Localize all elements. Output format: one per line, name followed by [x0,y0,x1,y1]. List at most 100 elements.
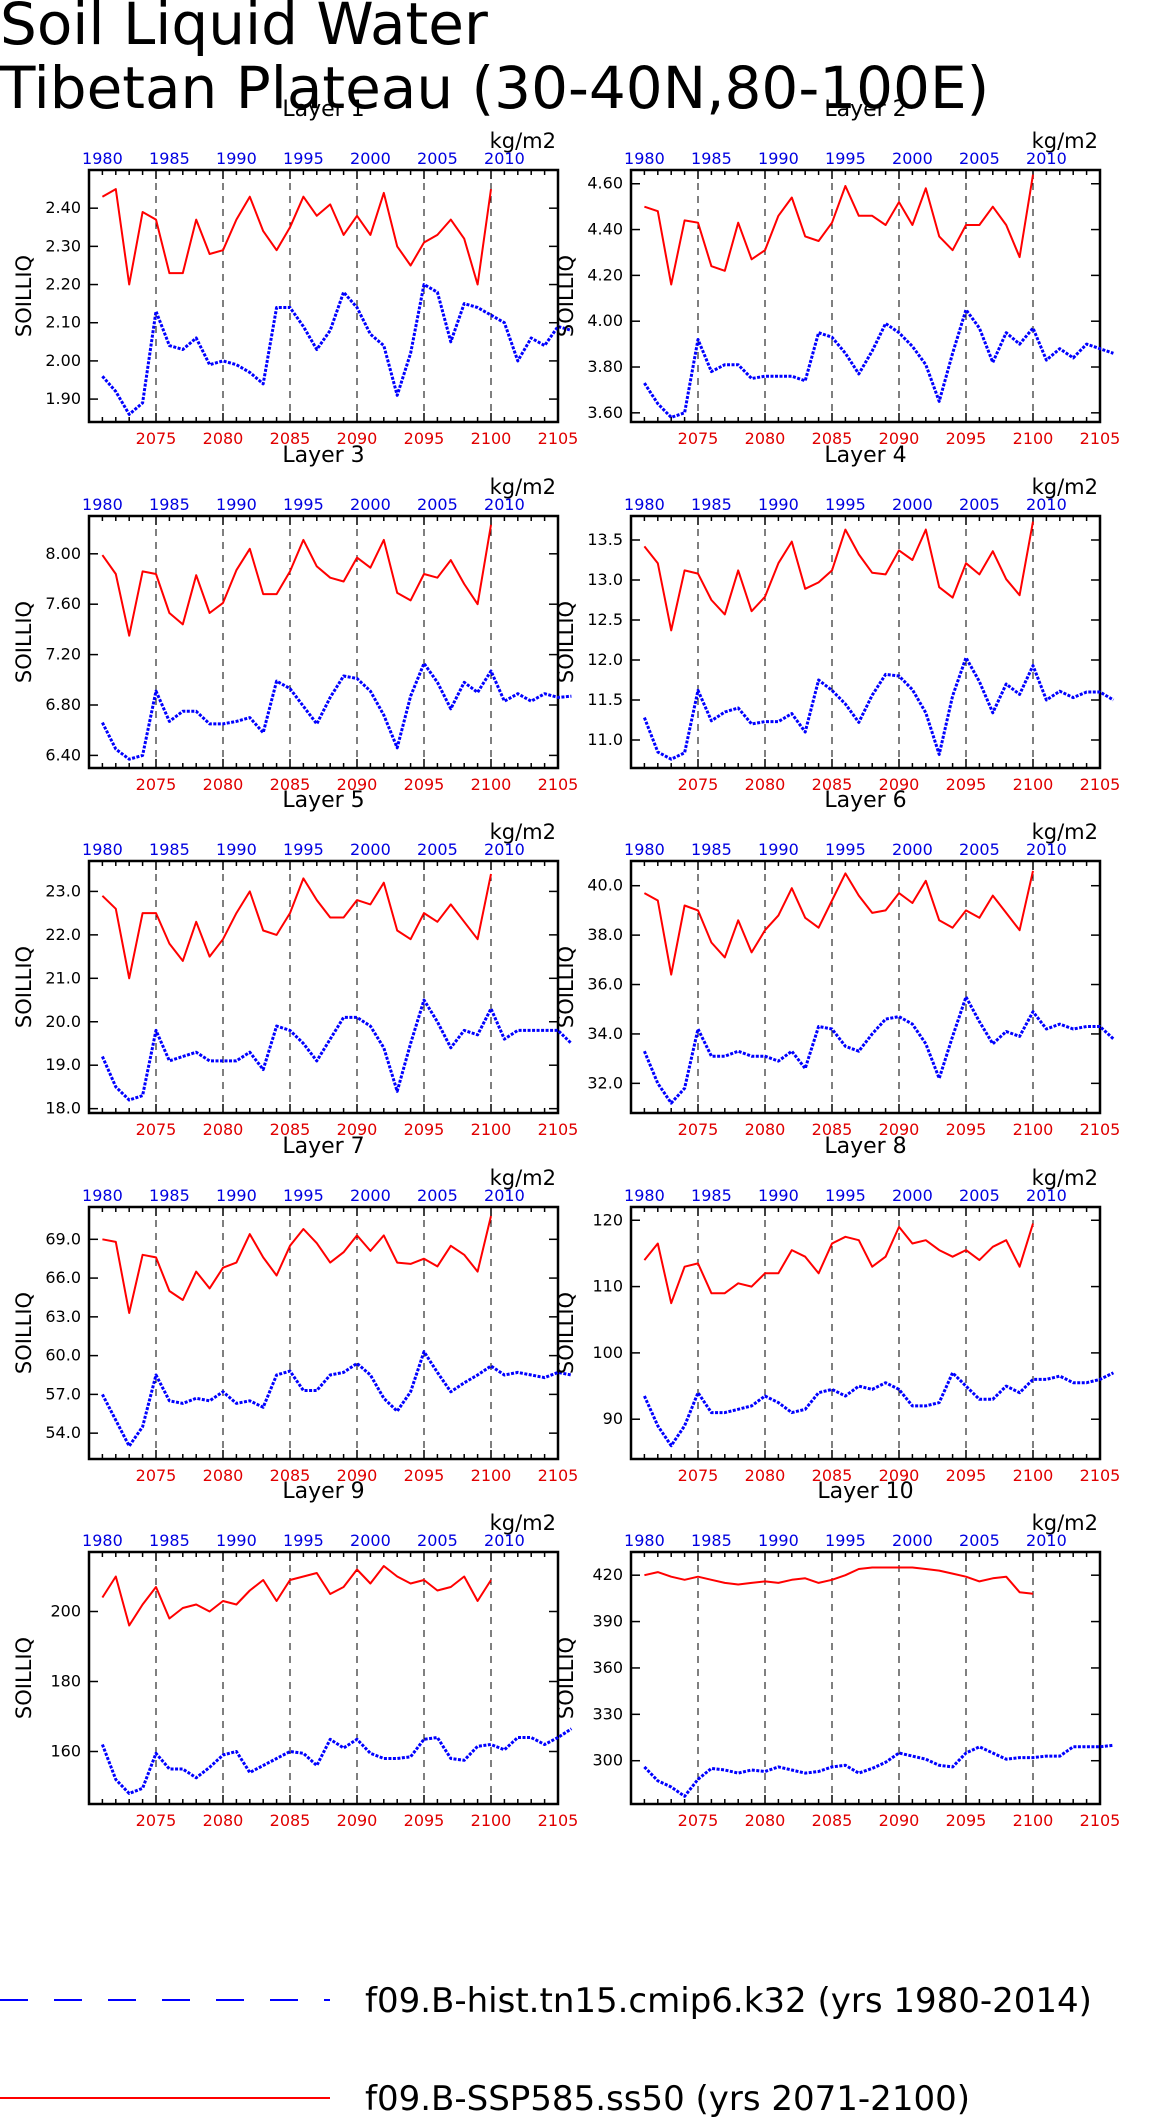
x-tick-label-bottom: 2100 [1013,429,1054,448]
x-tick-label-bottom: 2085 [270,429,311,448]
x-tick-label-bottom: 2085 [270,775,311,794]
x-tick-label-top: 1985 [691,495,732,514]
panel-title: Layer 6 [824,788,906,813]
x-tick-label-top: 1980 [624,495,665,514]
y-tick-label: 110 [592,1277,623,1296]
x-tick-label-bottom: 2085 [812,775,853,794]
y-tick-label: 7.60 [45,594,81,613]
y-tick-label: 4.00 [587,311,623,330]
panel-title: Layer 7 [282,1134,364,1159]
x-tick-label-bottom: 2080 [203,1466,244,1485]
x-tick-label-bottom: 2100 [471,1811,512,1830]
x-tick-label-bottom: 2095 [404,1120,445,1139]
x-tick-label-top: 2010 [484,840,525,859]
y-tick-label: 100 [592,1343,623,1362]
x-tick-label-bottom: 2095 [404,429,445,448]
plot-frame [629,1205,1102,1461]
x-tick-label-top: 2000 [892,1186,933,1205]
y-tick-label: 2.40 [45,198,81,217]
x-tick-label-bottom: 2100 [1013,1120,1054,1139]
x-tick-label-top: 2005 [959,149,1000,168]
x-tick-label-top: 2000 [892,1531,933,1550]
x-tick-label-bottom: 2095 [946,1811,987,1830]
x-tick-label-bottom: 2095 [404,1811,445,1830]
series-line-hist [101,661,572,761]
x-tick-label-top: 1995 [283,1531,324,1550]
x-tick-label-top: 2005 [959,495,1000,514]
y-tick-label: 34.0 [587,1024,623,1043]
x-tick-label-bottom: 2085 [270,1466,311,1485]
x-tick-label-bottom: 2075 [678,429,719,448]
x-tick-label-bottom: 2090 [879,1811,920,1830]
x-tick-label-top: 1990 [758,1186,799,1205]
y-tick-label: 57.0 [45,1384,81,1403]
x-tick-label-top: 2000 [350,1186,391,1205]
x-tick-label-top: 2000 [892,840,933,859]
y-tick-label: 3.80 [587,357,623,376]
series-line-ssp585 [101,1565,492,1627]
panel-layer-2: Layer 2 kg/m2 2075 2080 2085 2090 2095 2100 2105… [554,97,1120,448]
legend-label-hist: f09.B-hist.tn15.cmip6.k32 (yrs 1980-2014… [365,1981,1092,2021]
y-tick-label: 13.0 [587,570,623,589]
series-line-ssp585 [102,1215,492,1314]
x-tick-label-top: 2005 [959,840,1000,859]
panel-unit-label: kg/m2 [1032,1166,1098,1190]
x-tick-label-top: 1995 [283,149,324,168]
y-tick-label: 90 [603,1409,623,1428]
series-line-ssp585 [101,188,492,286]
x-tick-label-top: 2005 [417,1186,458,1205]
panel-layer-3: Layer 3 kg/m2 2075 2080 2085 2090 2095 2100 2105… [12,443,578,794]
y-tick-label: 36.0 [587,975,623,994]
x-tick-label-bottom: 2105 [538,1466,579,1485]
panel-layer-4: Layer 4 kg/m2 2075 2080 2085 2090 2095 2100 2105… [554,443,1120,794]
x-tick-label-bottom: 2105 [1080,775,1121,794]
x-tick-label-bottom: 2075 [136,775,177,794]
x-tick-label-top: 1995 [283,1186,324,1205]
y-tick-label: 8.00 [45,544,81,563]
panel-title: Layer 1 [282,97,364,122]
x-tick-label-bottom: 2100 [471,1466,512,1485]
x-tick-label-top: 1980 [82,840,123,859]
figure-title-line-2: Tibetan Plateau (30-40N,80-100E) [0,54,989,122]
panel-layer-9: Layer 9 kg/m2 2075 2080 2085 2090 2095 2100 2105… [12,1479,578,1830]
series-line-hist [100,1727,573,1795]
y-axis-title: SOILLIQ [554,1637,578,1719]
y-axis-title: SOILLIQ [554,601,578,683]
y-tick-label: 40.0 [587,876,623,895]
x-tick-label-bottom: 2100 [471,775,512,794]
x-tick-label-bottom: 2085 [812,1120,853,1139]
x-tick-label-bottom: 2080 [745,1466,786,1485]
series-line-ssp585 [643,1223,1034,1305]
y-axis-title: SOILLIQ [554,255,578,337]
x-tick-label-bottom: 2100 [1013,1466,1054,1485]
series-line-ssp585 [644,174,1034,286]
x-tick-label-top: 2005 [417,495,458,514]
panel-grid: Layer 1 kg/m2 2075 2080 2085 2090 2095 2100 2105… [12,97,1120,1830]
y-axis-title: SOILLIQ [12,1637,36,1719]
x-tick-label-bottom: 2090 [337,775,378,794]
x-tick-label-top: 1995 [825,495,866,514]
x-tick-label-top: 2010 [1026,149,1067,168]
x-tick-label-top: 1985 [691,840,732,859]
x-tick-label-bottom: 2095 [404,775,445,794]
x-tick-label-bottom: 2090 [879,1466,920,1485]
panel-layer-1: Layer 1 kg/m2 2075 2080 2085 2090 2095 2100 2105… [12,97,578,448]
x-tick-label-bottom: 2105 [538,1811,579,1830]
series-line-hist [643,656,1115,761]
y-tick-label: 38.0 [587,925,623,944]
panel-title: Layer 4 [824,443,906,468]
x-tick-label-top: 1990 [216,840,257,859]
x-tick-label-top: 1990 [758,495,799,514]
x-tick-label-bottom: 2100 [471,1120,512,1139]
panel-unit-label: kg/m2 [490,1166,556,1190]
x-tick-label-bottom: 2095 [946,1466,987,1485]
legend-label-ssp: f09.B-SSP585.ss50 (yrs 2071-2100) [365,2079,970,2119]
plot-frame [87,1550,560,1806]
x-tick-label-top: 1990 [216,1186,257,1205]
x-tick-label-top: 1985 [149,840,190,859]
legend: f09.B-hist.tn15.cmip6.k32 (yrs 1980-2014… [0,1981,1092,2119]
series-line-ssp585 [101,873,492,980]
x-tick-label-bottom: 2075 [678,1120,719,1139]
panel-unit-label: kg/m2 [490,129,556,153]
panel-title: Layer 2 [824,97,906,122]
